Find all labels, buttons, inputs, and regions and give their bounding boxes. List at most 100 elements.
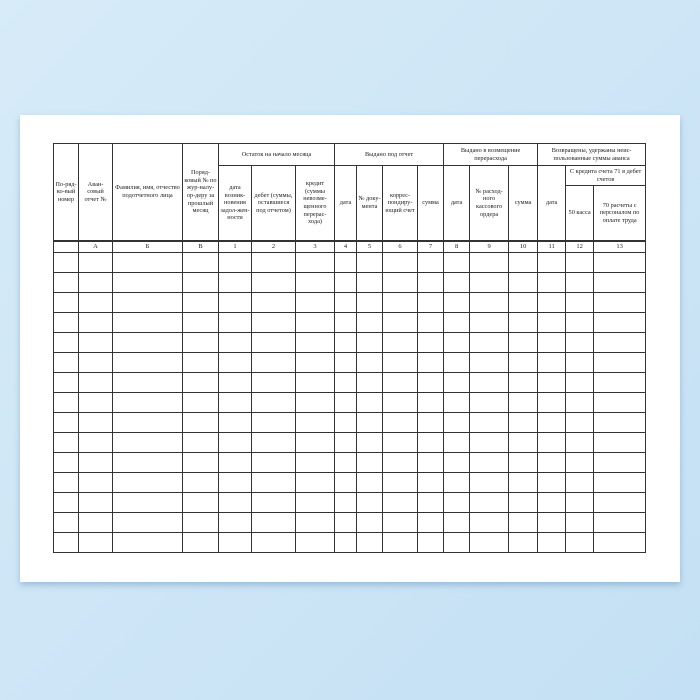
table-cell[interactable] [537,472,567,493]
table-cell[interactable] [182,332,219,353]
table-cell[interactable] [78,252,113,273]
table-cell[interactable] [251,392,296,413]
table-cell[interactable] [508,452,539,473]
table-cell[interactable] [218,332,252,353]
table-cell[interactable] [78,392,113,413]
table-cell[interactable] [537,292,567,313]
table-cell[interactable] [251,332,296,353]
table-cell[interactable] [417,452,445,473]
table-cell[interactable] [508,472,539,493]
table-cell[interactable] [356,512,384,533]
table-cell[interactable] [469,272,510,293]
table-cell[interactable] [593,392,647,413]
table-cell[interactable] [537,272,567,293]
table-cell[interactable] [593,452,647,473]
table-cell[interactable] [593,272,647,293]
table-cell[interactable] [443,312,471,333]
table-cell[interactable] [294,512,336,533]
table-cell[interactable] [294,332,336,353]
table-cell[interactable] [537,432,567,453]
table-cell[interactable] [593,472,647,493]
table-cell[interactable] [182,452,219,473]
table-cell[interactable] [294,492,336,513]
table-cell[interactable] [334,332,358,353]
table-cell[interactable] [508,252,539,273]
table-cell[interactable] [356,412,384,433]
table-cell[interactable] [251,252,296,273]
table-cell[interactable] [78,432,113,453]
table-cell[interactable] [112,332,183,353]
table-cell[interactable] [251,532,296,553]
table-cell[interactable] [469,512,510,533]
table-cell[interactable] [334,472,358,493]
table-cell[interactable] [356,432,384,453]
table-cell[interactable] [382,332,419,353]
table-cell[interactable] [593,492,647,513]
table-cell[interactable] [294,532,336,553]
table-cell[interactable] [251,492,296,513]
table-cell[interactable] [182,352,219,373]
table-cell[interactable] [537,312,567,333]
table-cell[interactable] [443,412,471,433]
table-cell[interactable] [356,292,384,313]
table-cell[interactable] [537,392,567,413]
table-cell[interactable] [382,532,419,553]
table-cell[interactable] [443,292,471,313]
table-cell[interactable] [334,312,358,333]
table-cell[interactable] [382,452,419,473]
table-cell[interactable] [508,432,539,453]
table-cell[interactable] [417,432,445,453]
table-cell[interactable] [593,512,647,533]
table-cell[interactable] [508,272,539,293]
table-cell[interactable] [565,372,595,393]
table-cell[interactable] [356,372,384,393]
table-cell[interactable] [334,492,358,513]
table-cell[interactable] [469,452,510,473]
table-cell[interactable] [537,252,567,273]
table-cell[interactable] [218,432,252,453]
table-cell[interactable] [593,352,647,373]
table-cell[interactable] [382,372,419,393]
table-cell[interactable] [565,332,595,353]
table-cell[interactable] [294,312,336,333]
table-cell[interactable] [443,272,471,293]
table-cell[interactable] [334,352,358,373]
table-cell[interactable] [469,532,510,553]
table-cell[interactable] [53,512,79,533]
table-cell[interactable] [112,452,183,473]
table-cell[interactable] [78,452,113,473]
table-cell[interactable] [334,452,358,473]
table-cell[interactable] [537,492,567,513]
table-cell[interactable] [508,352,539,373]
table-cell[interactable] [251,352,296,373]
table-cell[interactable] [417,252,445,273]
table-cell[interactable] [565,532,595,553]
table-cell[interactable] [356,332,384,353]
table-cell[interactable] [218,252,252,273]
table-cell[interactable] [356,252,384,273]
table-cell[interactable] [294,352,336,373]
table-cell[interactable] [469,332,510,353]
table-cell[interactable] [565,512,595,533]
table-cell[interactable] [382,412,419,433]
table-cell[interactable] [443,392,471,413]
table-cell[interactable] [417,512,445,533]
table-cell[interactable] [112,532,183,553]
table-cell[interactable] [334,272,358,293]
table-cell[interactable] [78,532,113,553]
table-cell[interactable] [251,412,296,433]
table-cell[interactable] [469,292,510,313]
table-cell[interactable] [53,432,79,453]
table-cell[interactable] [356,352,384,373]
table-cell[interactable] [78,312,113,333]
table-cell[interactable] [251,312,296,333]
table-cell[interactable] [182,372,219,393]
table-cell[interactable] [537,512,567,533]
table-cell[interactable] [112,292,183,313]
table-cell[interactable] [417,332,445,353]
table-cell[interactable] [53,452,79,473]
table-cell[interactable] [294,392,336,413]
table-cell[interactable] [356,472,384,493]
table-cell[interactable] [443,432,471,453]
table-cell[interactable] [508,372,539,393]
